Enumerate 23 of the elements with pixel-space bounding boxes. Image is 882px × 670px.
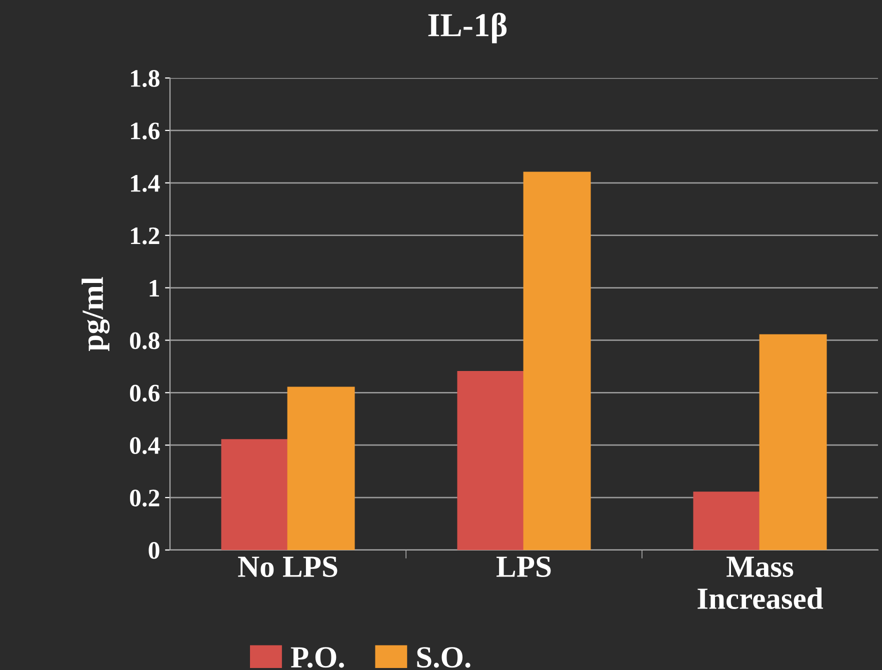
x-tick-label: No LPS — [238, 556, 338, 578]
y-tick-label: 0 — [148, 542, 160, 559]
y-tick-label: 0.4 — [130, 437, 160, 454]
x-tick-label: Mass Increased — [698, 556, 824, 610]
chart-title: IL-1β — [428, 12, 507, 44]
y-tick-label: 1 — [150, 280, 159, 296]
y-tick-label: 1.6 — [131, 122, 160, 140]
bar — [287, 386, 355, 550]
y-axis-title: pg/ml — [82, 277, 110, 351]
bar — [221, 439, 289, 550]
bar — [693, 492, 761, 550]
bar — [457, 370, 525, 550]
y-tick-label: 0.6 — [130, 384, 160, 402]
bar — [759, 334, 827, 550]
bar — [523, 172, 591, 550]
y-tick-label: 1.2 — [131, 227, 160, 244]
legend-label: P.O. — [290, 647, 344, 668]
x-tick-label: LPS — [496, 556, 551, 578]
y-tick-label: 1.4 — [131, 175, 160, 192]
legend-label: S.O. — [417, 647, 470, 668]
y-tick-label: 1.8 — [131, 70, 160, 88]
y-tick-label: 0.2 — [130, 490, 160, 507]
y-tick-label: 0.8 — [130, 332, 160, 350]
